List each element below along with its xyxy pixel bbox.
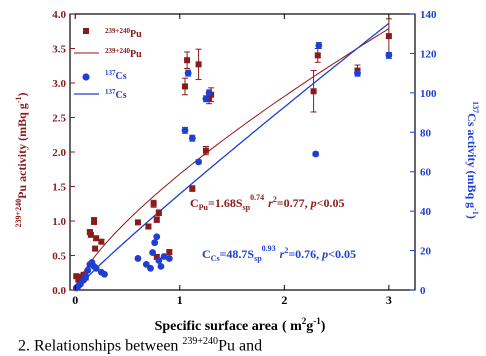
pu-fit-equation: CPu=1.68Ssp0.74 r2=0.77, p<0.05 [190,193,344,212]
pu-point [87,231,94,238]
cs-point [195,158,202,166]
y-left-tick-label: 1.5 [52,182,66,194]
cs-point [354,69,361,77]
legend-pu-points-label: 239+240Pu [105,27,142,40]
pu-point [310,88,317,95]
pu-point [182,83,188,90]
cs-point [160,253,168,260]
cs-point [188,134,196,142]
cs-point [92,264,100,272]
axes: 0 1 2 3 0.0 0.5 1.0 1.5 2.0 2.5 3.0 3.5 4.0 0 20 40 60 80… [52,9,437,307]
legend-pu-marker [83,28,89,34]
data-points [72,33,393,292]
pu-point [77,273,84,280]
cs-point [157,262,165,270]
y-right-tick-label: 100 [420,88,437,100]
y-right-tick-label: 60 [420,167,432,179]
x-tick-label: 3 [386,293,392,307]
pu-point [134,219,141,226]
x-tick-label: 1 [177,293,183,307]
y-left-axis-label: 239+240Pu activity (mBq g-1) [14,93,29,228]
figure-caption: 2. Relationships between 239+240Pu and [18,336,263,355]
y-left-tick-label: 0.0 [52,285,66,297]
y-left-tick-label: 4.0 [52,9,66,21]
cs-point [385,52,393,59]
legend: 239+240Pu 239+240Pu 137Cs 137Cs [74,27,142,101]
cs-point [202,95,210,103]
y-right-tick-label: 20 [420,246,432,258]
cs-point [84,266,92,274]
x-axis-label: Specific surface area( m2g-1) [155,316,326,334]
cs-point [101,270,108,278]
y-left-tick-label: 2.0 [52,147,66,159]
pu-point [93,235,100,242]
x-tick-label: 0 [72,293,78,307]
cs-fit-curve [75,22,390,290]
cs-point [165,255,173,262]
pu-point [385,33,392,40]
pu-point [166,249,173,256]
cs-point [312,150,320,158]
y-left-tick-label: 1.0 [52,216,66,228]
cs-point [184,69,192,77]
cs-point [205,89,213,97]
cs-fit-equation: CCs=48.7Ssp0.93 r2=0.76, p<0.05 [202,244,356,263]
pu-point [73,273,80,280]
pu-point [184,57,191,64]
y-left-tick-label: 2.5 [52,113,66,125]
pu-point [189,185,196,192]
pu-point [98,238,105,245]
pu-point [195,61,202,68]
pu-point [153,253,160,260]
pu-fit-curve [75,28,390,287]
cs-point [155,257,163,264]
cs-point [147,264,154,272]
legend-cs-points-label: 137Cs [105,69,127,82]
y-right-axis-label: 137Cs activity (mBq g-1) [465,101,480,219]
cs-point [151,239,159,247]
y-right-tick-label: 80 [420,127,432,139]
fit-lines [75,22,390,290]
pu-point [155,209,162,216]
legend-cs-line-label: 137Cs [105,88,127,101]
pu-point [202,147,209,154]
cs-point [153,233,161,241]
y-left-tick-label: 3.5 [52,44,66,56]
legend-cs-marker [82,73,90,81]
pu-point [91,218,98,224]
y-left-tick-label: 0.5 [52,251,66,263]
pu-point [314,52,321,59]
cs-point [181,126,189,134]
y-right-tick-label: 0 [420,285,426,297]
y-left-tick-label: 3.0 [52,78,66,90]
cs-point [149,249,156,256]
legend-pu-line-label: 239+240Pu [105,47,142,60]
cs-point [134,255,142,262]
pu-point [153,216,160,223]
y-right-tick-label: 120 [420,48,437,60]
y-right-tick-label: 40 [420,206,432,218]
y-right-tick-label: 140 [420,9,437,21]
pu-point [145,223,152,230]
cs-point [315,42,323,49]
pu-point [92,245,99,252]
cs-point [82,272,90,280]
pu-point [150,200,157,207]
x-tick-label: 2 [281,293,287,307]
